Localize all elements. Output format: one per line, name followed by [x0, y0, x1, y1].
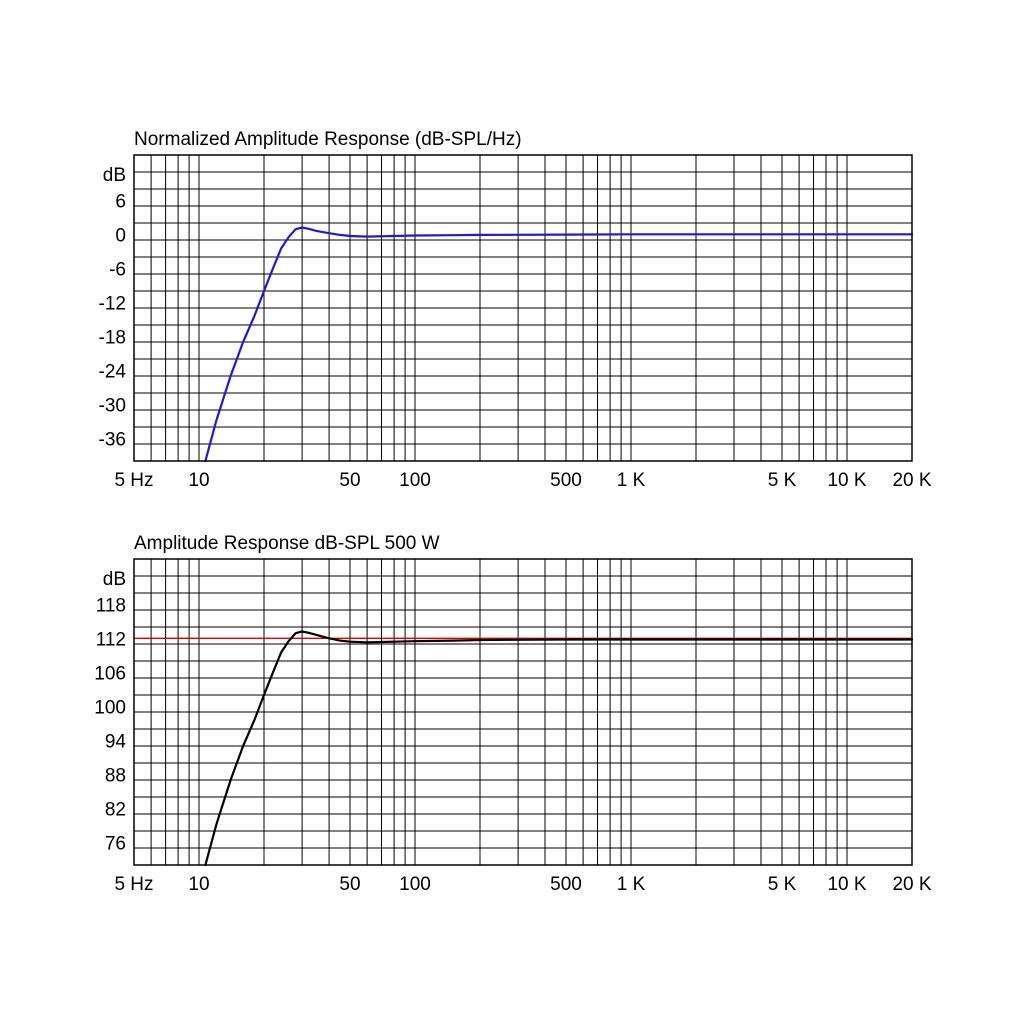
- y-tick-label: 94: [105, 731, 127, 752]
- y-tick-label: 118: [96, 595, 126, 616]
- x-tick-label: 5 Hz: [114, 874, 153, 895]
- y-tick-label: -6: [109, 259, 126, 280]
- y-tick-label: 6: [115, 191, 126, 212]
- x-tick-label: 100: [399, 470, 431, 491]
- y-tick-label: 82: [105, 799, 126, 820]
- x-tick-label: 10: [188, 470, 209, 491]
- x-tick-label: 5 K: [768, 874, 797, 895]
- y-tick-label: 112: [96, 629, 126, 650]
- y-tick-label: -36: [99, 429, 126, 450]
- y-tick-label: -24: [99, 361, 127, 382]
- x-tick-label: 50: [339, 874, 360, 895]
- x-tick-label: 50: [339, 470, 360, 491]
- x-tick-label: 10: [188, 874, 209, 895]
- x-tick-label: 10 K: [827, 874, 866, 895]
- chart-title: Normalized Amplitude Response (dB-SPL/Hz…: [134, 129, 522, 150]
- y-axis-unit-label: dB: [103, 165, 126, 186]
- y-tick-label: 100: [94, 697, 126, 718]
- x-tick-label: 500: [550, 874, 582, 895]
- amplitude-response-chart: Amplitude Response dB-SPL 500 W dB 118 11…: [94, 533, 932, 895]
- x-tick-label: 5 Hz: [114, 470, 153, 491]
- y-tick-label: -18: [99, 327, 126, 348]
- response-curve: [204, 226, 914, 463]
- normalized-response-chart: Normalized Amplitude Response (dB-SPL/Hz…: [99, 129, 932, 491]
- y-tick-label: 76: [105, 833, 126, 854]
- x-tick-label: 1 K: [617, 470, 646, 491]
- y-tick-label: 0: [115, 225, 126, 246]
- plot-frame: [133, 154, 913, 462]
- x-tick-label: 500: [550, 470, 582, 491]
- response-curve: [204, 630, 914, 867]
- x-tick-label: 20 K: [892, 874, 931, 895]
- y-axis-unit-label: dB: [103, 569, 126, 590]
- y-tick-label: -12: [99, 293, 126, 314]
- x-tick-label: 1 K: [617, 874, 646, 895]
- y-tick-label: -30: [99, 395, 126, 416]
- x-tick-label: 100: [399, 874, 431, 895]
- x-tick-label: 10 K: [827, 470, 866, 491]
- plot-frame: [133, 558, 913, 866]
- x-tick-label: 20 K: [892, 470, 931, 491]
- chart-title: Amplitude Response dB-SPL 500 W: [134, 533, 440, 554]
- y-tick-label: 106: [94, 663, 126, 684]
- y-tick-label: 88: [105, 765, 126, 786]
- x-tick-label: 5 K: [768, 470, 797, 491]
